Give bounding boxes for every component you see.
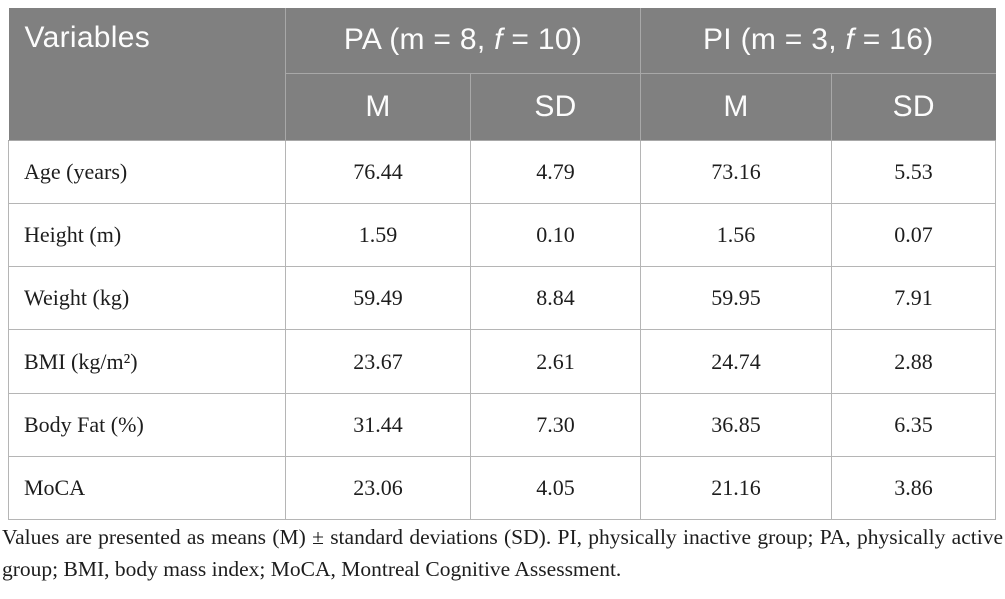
pi-mean-cell: 21.16 <box>640 455 832 521</box>
pi-mean-cell: 1.56 <box>640 202 832 268</box>
pa-sd-cell: 7.30 <box>470 392 641 457</box>
pa-mean-cell: 59.49 <box>285 266 471 331</box>
column-header-pa-mean: M <box>285 72 471 141</box>
table-body: Age (years) 76.44 4.79 73.16 5.53 Height… <box>8 139 997 521</box>
descriptive-statistics-table: Variables PA (m = 8, f = 10) PI (m = 3, … <box>8 8 997 521</box>
group-pi-label: PI (m = 3, <box>703 23 846 57</box>
table-footnote: Values are presented as means (M) ± stan… <box>2 525 1003 581</box>
variable-cell: Age (years) <box>8 139 286 204</box>
pa-mean-cell: 23.67 <box>285 329 471 394</box>
header-sub-row: M SD M SD <box>9 72 996 141</box>
pa-mean-cell: 23.06 <box>285 455 471 521</box>
variable-cell: BMI (kg/m²) <box>8 329 286 394</box>
column-header-variables: Variables <box>8 8 286 141</box>
pa-mean-cell: 31.44 <box>285 392 471 457</box>
pi-sd-cell: 3.86 <box>830 455 997 521</box>
pi-sd-cell: 6.35 <box>830 392 997 457</box>
group-pi-label-end: = 16) <box>854 23 934 57</box>
column-header-pi-mean: M <box>640 72 832 141</box>
group-pi-italic-f: f <box>845 23 855 57</box>
table-header: Variables PA (m = 8, f = 10) PI (m = 3, … <box>8 8 996 141</box>
pa-mean-cell: 1.59 <box>285 202 471 268</box>
table-row: Height (m) 1.59 0.10 1.56 0.07 <box>8 202 997 268</box>
pa-sd-cell: 0.10 <box>470 202 641 268</box>
pi-mean-cell: 24.74 <box>640 329 832 394</box>
column-header-group-pi: PI (m = 3, f = 16) <box>639 8 996 74</box>
variable-cell: Weight (kg) <box>8 266 286 331</box>
pi-sd-cell: 0.07 <box>830 202 997 268</box>
group-pa-label-end: = 10) <box>502 23 583 57</box>
table-row: Weight (kg) 59.49 8.84 59.95 7.91 <box>8 266 997 331</box>
table-row: BMI (kg/m²) 23.67 2.61 24.74 2.88 <box>8 329 997 394</box>
pa-sd-cell: 4.79 <box>470 139 641 204</box>
pa-sd-cell: 4.05 <box>470 455 641 521</box>
table-row: Body Fat (%) 31.44 7.30 36.85 6.35 <box>8 392 997 457</box>
pi-sd-cell: 7.91 <box>830 266 997 331</box>
variable-cell: Height (m) <box>8 202 286 268</box>
pi-mean-cell: 73.16 <box>640 139 832 204</box>
variable-cell: Body Fat (%) <box>8 392 286 457</box>
table-row: MoCA 23.06 4.05 21.16 3.86 <box>8 455 997 521</box>
column-header-pi-sd: SD <box>830 72 996 141</box>
pi-mean-cell: 59.95 <box>640 266 832 331</box>
table-row: Age (years) 76.44 4.79 73.16 5.53 <box>8 139 997 204</box>
column-header-group-pa: PA (m = 8, f = 10) <box>285 8 641 74</box>
column-header-pa-sd: SD <box>470 72 641 141</box>
pi-sd-cell: 5.53 <box>830 139 997 204</box>
pi-mean-cell: 36.85 <box>640 392 832 457</box>
group-pa-label: PA (m = 8, <box>343 23 495 57</box>
variable-cell: MoCA <box>8 455 286 521</box>
pa-sd-cell: 8.84 <box>470 266 641 331</box>
header-group-row: Variables PA (m = 8, f = 10) PI (m = 3, … <box>8 8 996 141</box>
group-pa-italic-f: f <box>494 23 503 57</box>
pa-sd-cell: 2.61 <box>470 329 641 394</box>
pa-mean-cell: 76.44 <box>285 139 471 204</box>
pi-sd-cell: 2.88 <box>830 329 997 394</box>
